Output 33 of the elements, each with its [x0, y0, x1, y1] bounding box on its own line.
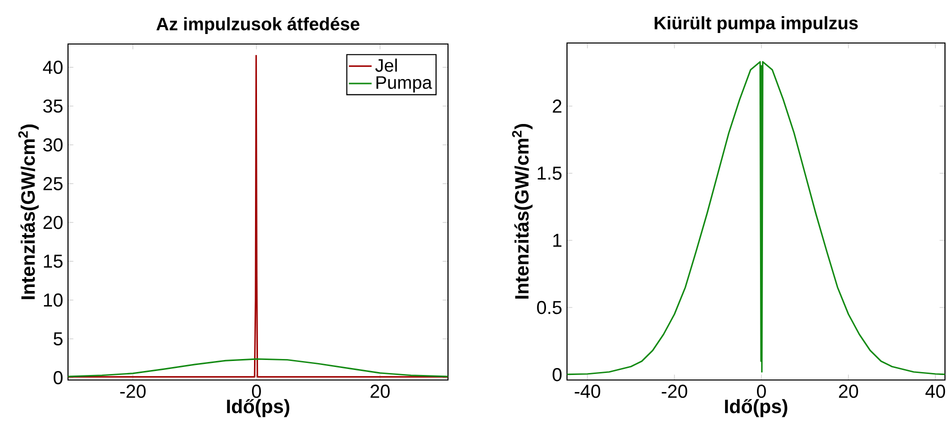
x-tick-label: -20: [662, 384, 688, 398]
x-axis-title: Idő(ps): [227, 399, 290, 418]
line-series: [68, 358, 448, 378]
y-tick-label: 10: [44, 293, 63, 307]
y-tick-label: 1: [553, 234, 562, 247]
y-axis-title: Intenzitás(GW/cm$^{2}$): [18, 124, 39, 300]
y-tick-label: 5: [54, 332, 63, 346]
legend-label: Pumpa: [376, 76, 432, 92]
x-tick-label: 0: [756, 384, 766, 398]
y-tick-label: 20: [43, 216, 63, 230]
chart-title: Az impulzusok átfedése: [156, 17, 360, 34]
y-tick-label: 25: [43, 177, 63, 190]
x-tick-label: 40: [925, 384, 946, 398]
x-axis-title: Idő(ps): [725, 399, 788, 418]
x-tick-label: 20: [370, 384, 390, 398]
y-tick-label: 15: [44, 254, 63, 268]
y-tick-label: 40: [42, 60, 63, 74]
line-series: [68, 54, 448, 378]
x-tick-label: -20: [120, 384, 146, 398]
y-tick-label: 35: [43, 99, 63, 113]
x-tick-label: -40: [574, 384, 600, 398]
legend-label: Jel: [375, 58, 397, 72]
y-tick-label: 0.5: [537, 300, 562, 314]
x-tick-label: 20: [838, 384, 858, 398]
y-tick-label: 0: [54, 371, 63, 384]
y-tick-label: 1.5: [538, 166, 562, 180]
line-series: [567, 61, 945, 376]
y-tick-label: 0: [552, 368, 562, 382]
x-tick-label: 0: [252, 384, 261, 398]
y-tick-label: 2: [552, 100, 562, 113]
y-axis-title: Intenzitás(GW/cm$^{2}$): [512, 124, 533, 299]
chart-title: Kiürült pumpa impulzus: [654, 16, 858, 33]
y-tick-label: 30: [43, 138, 63, 152]
